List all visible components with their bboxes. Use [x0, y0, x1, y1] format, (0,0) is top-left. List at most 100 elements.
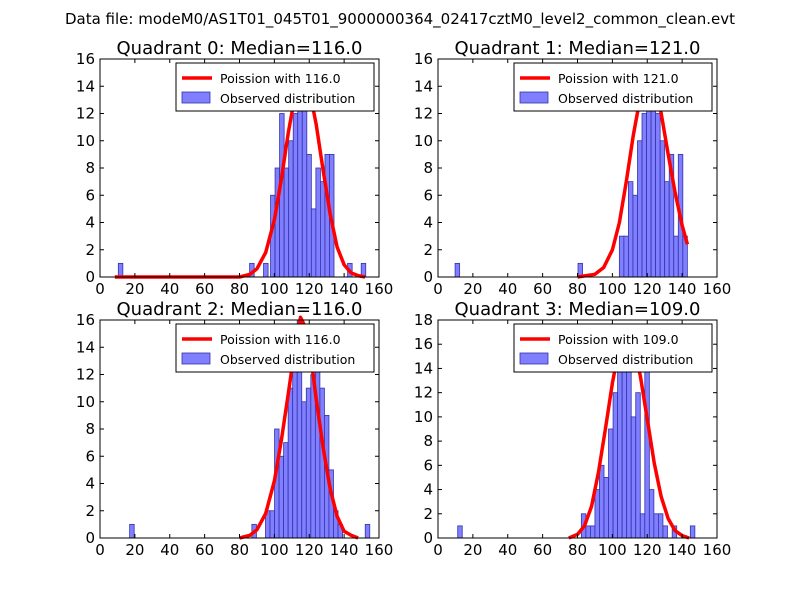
subplot-title: Quadrant 1: Median=121.0	[455, 38, 701, 59]
histogram-bar	[608, 428, 614, 539]
x-tick-label: 80	[568, 280, 587, 298]
histogram-bar	[314, 346, 321, 539]
histogram-bar	[599, 464, 605, 539]
y-tick-label: 16	[414, 335, 433, 353]
legend-curve-label: Poission with 116.0	[220, 332, 341, 347]
histogram-bar	[664, 181, 670, 278]
x-tick-label: 100	[598, 280, 627, 298]
y-tick-label: 0	[423, 529, 433, 547]
legend-bars-swatch	[181, 91, 211, 104]
x-tick-label: 120	[633, 280, 662, 298]
y-tick-label: 14	[414, 359, 433, 377]
histogram-bar	[283, 442, 289, 539]
histogram-bar	[585, 525, 591, 539]
y-tick-label: 2	[423, 505, 433, 523]
y-tick-label: 6	[85, 186, 95, 204]
legend-bars-swatch	[519, 352, 549, 365]
x-tick-label: 160	[703, 280, 732, 298]
x-tick-label: 160	[365, 541, 394, 559]
histogram-bar	[617, 368, 623, 539]
histogram-bar	[689, 525, 696, 539]
y-tick-label: 2	[85, 241, 95, 259]
x-tick-label: 140	[330, 541, 359, 559]
legend-curve-label: Poission with 109.0	[558, 332, 679, 347]
y-tick-label: 0	[423, 268, 433, 286]
subplot-1: 0 20 40 60 80 100 120 140 160 0 2 4 6 8 10 12 14 16 Quadra…	[414, 38, 731, 298]
histogram-bar	[623, 235, 629, 278]
x-tick-label: 100	[598, 541, 627, 559]
histogram-bar	[287, 387, 294, 539]
y-tick-label: 2	[85, 502, 95, 520]
y-tick-label: 6	[423, 186, 433, 204]
y-tick-label: 16	[414, 50, 433, 68]
histogram-bar	[269, 510, 275, 539]
histogram-bar	[278, 455, 285, 539]
y-tick-label: 4	[85, 475, 95, 493]
legend-curve-label: Poission with 121.0	[558, 71, 679, 86]
histogram-bar	[320, 181, 326, 278]
x-tick-label: 0	[95, 541, 105, 559]
x-tick-label: 140	[668, 541, 697, 559]
x-tick-label: 40	[498, 541, 517, 559]
y-tick-label: 10	[76, 132, 95, 150]
histogram-bar	[635, 392, 641, 539]
y-tick-label: 6	[85, 447, 95, 465]
histogram-bar	[263, 262, 269, 278]
x-tick-label: 20	[463, 280, 482, 298]
histogram-bar	[292, 346, 298, 539]
x-tick-label: 0	[433, 541, 443, 559]
subplot-title: Quadrant 0: Median=116.0	[117, 38, 363, 59]
legend-bars-label: Observed distribution	[558, 91, 693, 106]
x-tick-label: 60	[195, 280, 214, 298]
x-tick-label: 120	[633, 541, 662, 559]
histogram-bar	[603, 477, 609, 539]
histogram-bar	[612, 392, 619, 539]
x-tick-label: 160	[365, 280, 394, 298]
y-tick-label: 8	[85, 420, 95, 438]
histogram-bar	[655, 113, 661, 278]
poisson-curve	[239, 315, 359, 540]
legend-box	[513, 323, 713, 373]
x-tick-label: 140	[330, 280, 359, 298]
histogram-bar	[628, 181, 634, 278]
histogram-bar	[310, 208, 317, 278]
x-tick-label: 80	[568, 541, 587, 559]
x-tick-label: 0	[433, 280, 443, 298]
y-tick-label: 4	[423, 214, 433, 232]
histogram-bar	[117, 262, 124, 278]
legend-bars-label: Observed distribution	[558, 352, 693, 367]
x-tick-label: 160	[703, 541, 732, 559]
subplot-title: Quadrant 3: Median=109.0	[455, 299, 701, 320]
histogram-bar	[621, 368, 628, 539]
histogram-bar	[454, 262, 461, 278]
y-tick-label: 4	[85, 214, 95, 232]
x-tick-label: 120	[295, 541, 324, 559]
y-tick-label: 12	[414, 384, 433, 402]
x-tick-label: 60	[533, 280, 552, 298]
y-tick-label: 14	[76, 338, 95, 356]
histogram-bar	[297, 85, 303, 278]
subplot-2: 0 20 40 60 80 100 120 140 160 0 2 4 6 8 10 12 14 16 Quadra…	[76, 299, 393, 559]
x-tick-label: 80	[230, 280, 249, 298]
x-tick-label: 20	[463, 541, 482, 559]
legend-bars-swatch	[181, 352, 211, 365]
histogram-bar	[129, 523, 135, 539]
x-tick-label: 60	[533, 541, 552, 559]
histogram-bar	[653, 513, 659, 539]
legend-curve-label: Poission with 116.0	[220, 71, 341, 86]
histogram-bar	[646, 85, 652, 278]
subplot-0: 0 20 40 60 80 100 120 140 160 0 2 4 6 8 10 12 14 16 Quadra…	[76, 38, 393, 298]
y-tick-label: 8	[85, 159, 95, 177]
histogram-bar	[305, 387, 312, 539]
legend-bars-swatch	[519, 91, 549, 104]
histogram-bar	[618, 235, 625, 278]
legend-bars-label: Observed distribution	[220, 91, 355, 106]
x-tick-label: 100	[260, 280, 289, 298]
histogram-bar	[637, 140, 643, 278]
histogram-bar	[306, 153, 312, 278]
y-tick-label: 16	[76, 311, 95, 329]
x-tick-label: 140	[668, 280, 697, 298]
